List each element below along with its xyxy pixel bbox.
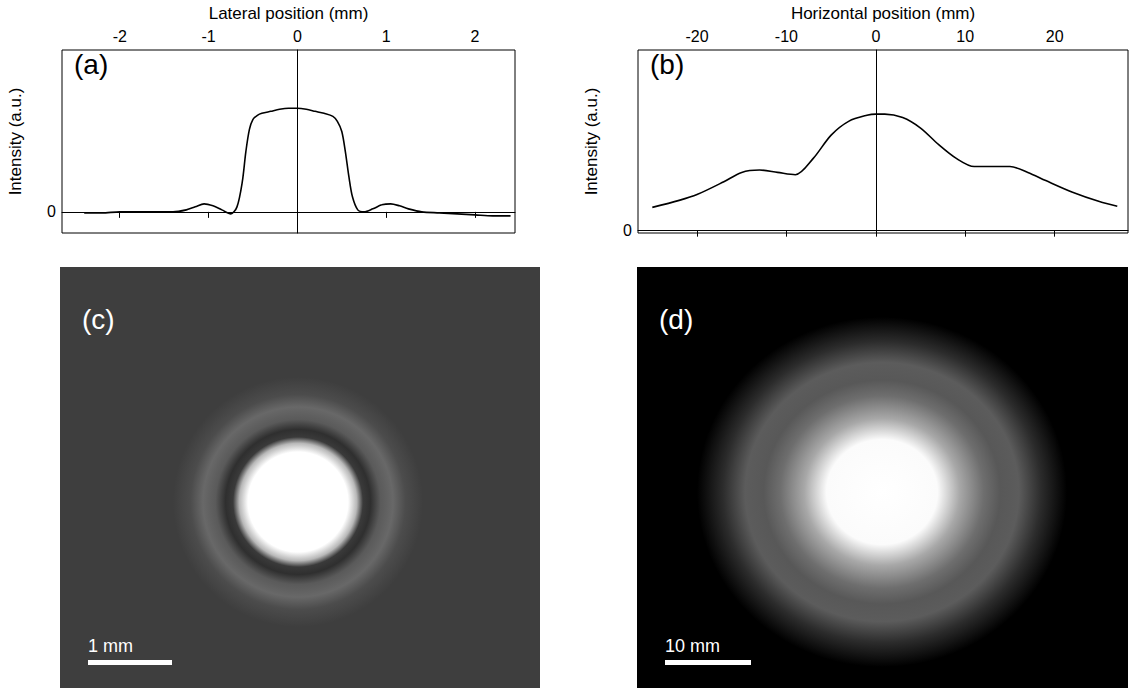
svg-text:20: 20 [1046,28,1064,45]
svg-text:-20: -20 [685,28,708,45]
svg-text:1 mm: 1 mm [88,636,133,656]
svg-text:0: 0 [871,28,880,45]
svg-text:-10: -10 [775,28,798,45]
svg-text:-1: -1 [201,28,215,45]
svg-text:Intensity (a.u.): Intensity (a.u.) [582,88,601,196]
svg-text:10 mm: 10 mm [665,636,720,656]
svg-text:Horizontal position (mm): Horizontal position (mm) [791,4,975,23]
svg-text:Lateral position (mm): Lateral position (mm) [209,4,369,23]
svg-text:(b): (b) [650,49,684,80]
svg-text:(d): (d) [659,304,693,335]
svg-text:1: 1 [382,28,391,45]
svg-text:2: 2 [471,28,480,45]
svg-text:0: 0 [623,222,632,239]
svg-text:Intensity (a.u.): Intensity (a.u.) [6,88,25,196]
svg-text:0: 0 [47,203,56,220]
svg-text:10: 10 [956,28,974,45]
svg-text:(a): (a) [74,49,108,80]
svg-text:-2: -2 [113,28,127,45]
svg-text:(c): (c) [82,304,115,335]
svg-text:0: 0 [293,28,302,45]
